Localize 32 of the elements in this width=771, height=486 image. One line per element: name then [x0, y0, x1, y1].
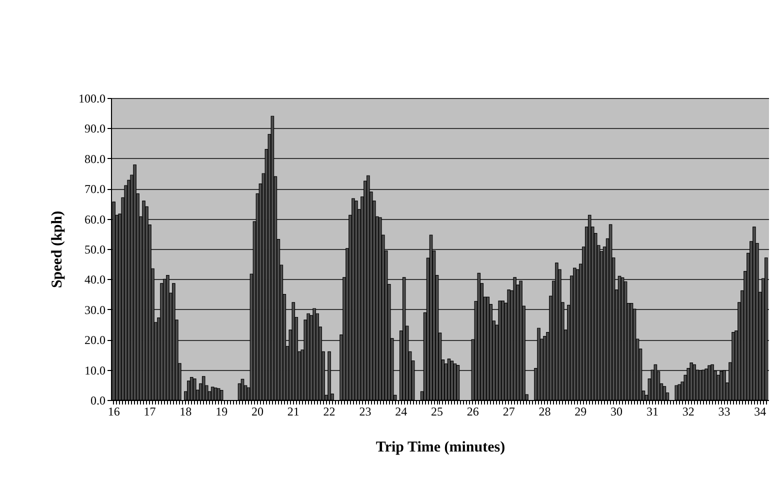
x-tick-label: 33 — [718, 404, 730, 418]
x-tick-label: 32 — [682, 404, 694, 418]
x-tick-label: 23 — [359, 404, 372, 418]
y-tick-label: 30.0 — [84, 302, 106, 317]
y-tick-label: 100.0 — [78, 92, 106, 106]
y-tick-label: 50.0 — [84, 242, 106, 256]
x-tick-label: 16 — [108, 404, 120, 418]
x-tick-label: 27 — [502, 404, 515, 418]
y-tick-label: 10.0 — [84, 363, 106, 378]
y-tick-label: 60.0 — [84, 212, 106, 226]
y-tick-label: 90.0 — [84, 122, 106, 136]
x-tick-label: 30 — [610, 404, 623, 418]
y-tick-label: 20.0 — [84, 333, 106, 348]
y-tick-label: 80.0 — [84, 152, 106, 166]
y-tick-label: 70.0 — [84, 182, 106, 196]
x-tick-label: 29 — [574, 404, 587, 418]
y-tick-label: 40.0 — [84, 272, 106, 287]
x-tick-label: 31 — [646, 404, 658, 418]
x-tick-label: 20 — [251, 404, 264, 418]
x-tick-label: 28 — [538, 404, 551, 418]
x-tick-label: 24 — [395, 404, 408, 418]
y-axis-title: Speed (kph) — [50, 210, 66, 288]
x-axis-title: Trip Time (minutes) — [376, 440, 506, 456]
x-tick-label: 17 — [144, 404, 156, 418]
x-tick-label: 19 — [216, 404, 228, 418]
x-tick-label: 21 — [287, 404, 300, 418]
x-tick-label: 22 — [323, 404, 336, 418]
x-tick-label: 18 — [180, 404, 192, 418]
y-tick-label: 0.0 — [90, 394, 106, 408]
x-tick-label: 34 — [754, 404, 766, 418]
x-tick-label: 26 — [466, 404, 479, 418]
x-tick-label: 25 — [431, 404, 444, 418]
